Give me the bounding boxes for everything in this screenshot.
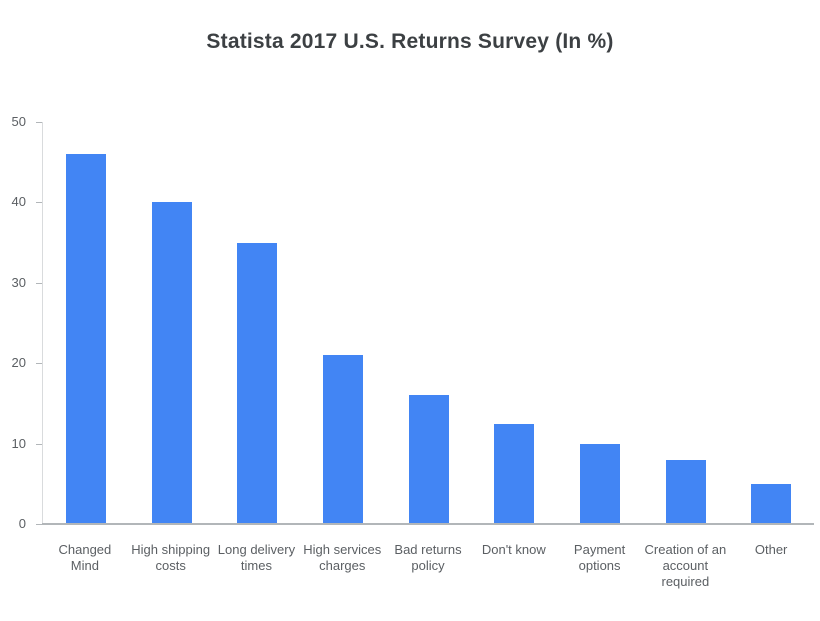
bars-container xyxy=(43,122,814,524)
bar xyxy=(322,355,363,524)
bar-slot xyxy=(214,122,300,524)
y-tick-mark xyxy=(36,363,42,365)
y-tick-label: 30 xyxy=(11,274,26,290)
y-tick-mark xyxy=(36,202,42,204)
bar xyxy=(494,423,535,524)
y-tick-mark xyxy=(36,443,42,445)
x-axis-labels: Changed Mind High shipping costs Long deli… xyxy=(42,542,814,590)
x-axis-line xyxy=(42,523,814,525)
bar xyxy=(65,154,106,524)
bar xyxy=(665,459,706,524)
bar-slot xyxy=(557,122,643,524)
bar-slot xyxy=(643,122,729,524)
y-tick-label: 50 xyxy=(11,114,26,129)
x-category-label: Don't know xyxy=(481,542,546,557)
y-tick-mark xyxy=(36,524,42,525)
y-axis: 0 10 20 30 40 50 xyxy=(0,115,820,531)
bar-slot xyxy=(43,122,129,524)
y-tick-mark xyxy=(36,122,42,123)
bar xyxy=(579,443,620,524)
chart-title: Statista 2017 U.S. Returns Survey (In %) xyxy=(206,30,614,53)
bar-slot xyxy=(728,122,814,524)
bar xyxy=(751,483,792,524)
y-tick-label: 0 xyxy=(18,516,26,531)
x-category-label: Long delivery times xyxy=(217,542,296,573)
bar xyxy=(151,202,192,524)
chart-canvas: 0 10 20 30 40 50 Changed Mind High shipping co… xyxy=(0,115,820,589)
bar xyxy=(408,395,449,524)
bar xyxy=(237,242,278,524)
x-category-label: Other xyxy=(754,542,788,557)
x-category-label: High services charges xyxy=(303,542,382,573)
bar-slot xyxy=(471,122,557,524)
x-category-label: High shipping costs xyxy=(131,542,211,573)
y-tick-label: 40 xyxy=(11,194,26,210)
x-category-label: Changed Mind xyxy=(58,542,112,573)
bar-slot xyxy=(129,122,215,524)
x-category-label: Creation of an account required xyxy=(644,542,727,589)
bar-slot xyxy=(300,122,386,524)
x-category-label: Payment options xyxy=(573,542,626,573)
plot-area xyxy=(42,122,814,525)
y-tick-label: 20 xyxy=(11,355,26,371)
x-category-label: Bad returns policy xyxy=(394,542,462,573)
bar-slot xyxy=(386,122,472,524)
y-tick-mark xyxy=(36,282,42,284)
y-tick-label: 10 xyxy=(11,435,26,451)
